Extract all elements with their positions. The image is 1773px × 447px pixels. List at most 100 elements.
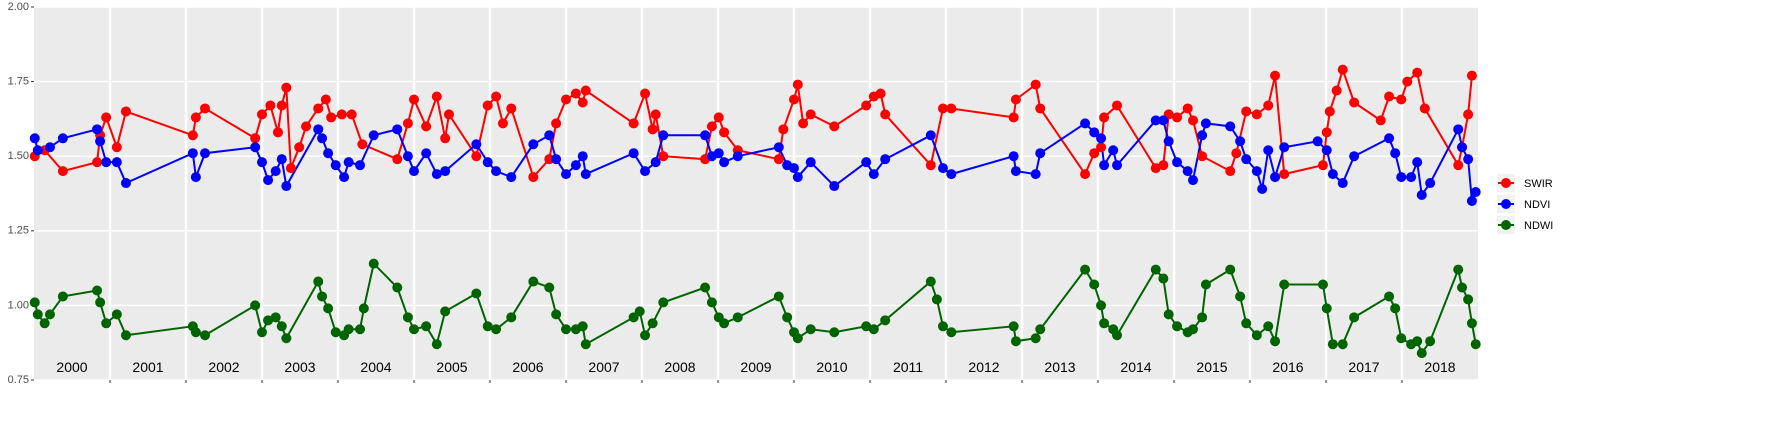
point — [1035, 148, 1046, 159]
point — [544, 282, 555, 293]
point — [471, 151, 482, 162]
point — [111, 142, 122, 153]
point — [868, 169, 879, 180]
point — [1096, 142, 1107, 153]
year-label: 2002 — [208, 359, 239, 375]
point — [925, 160, 936, 171]
point — [263, 175, 274, 186]
point — [431, 91, 442, 102]
point — [1080, 169, 1091, 180]
point — [1099, 318, 1110, 329]
point — [1163, 136, 1174, 147]
point — [580, 169, 591, 180]
point — [544, 154, 555, 165]
point — [1279, 279, 1290, 290]
point — [580, 339, 591, 350]
point — [1172, 321, 1183, 332]
year-label: 2009 — [740, 359, 771, 375]
point — [187, 130, 198, 141]
point — [339, 172, 350, 183]
point — [392, 124, 403, 135]
point — [326, 112, 337, 123]
point — [95, 136, 106, 147]
point — [719, 127, 730, 138]
point — [250, 142, 261, 153]
point — [880, 154, 891, 165]
point — [1099, 112, 1110, 123]
year-label: 2004 — [360, 359, 391, 375]
point — [343, 324, 354, 335]
point — [301, 121, 312, 132]
point — [250, 133, 261, 144]
point — [443, 109, 454, 120]
year-label: 2010 — [816, 359, 847, 375]
point — [200, 103, 210, 114]
point — [798, 118, 809, 129]
point — [1197, 312, 1208, 323]
point — [713, 112, 724, 123]
point — [1416, 348, 1427, 359]
point — [1030, 79, 1041, 90]
point — [1453, 264, 1464, 275]
point — [719, 157, 730, 168]
point — [276, 154, 287, 165]
point — [1188, 115, 1198, 126]
point — [1327, 169, 1338, 180]
point — [392, 282, 403, 293]
point — [44, 309, 55, 320]
point — [506, 312, 517, 323]
point — [805, 109, 816, 120]
point — [1010, 336, 1021, 347]
point — [257, 157, 267, 168]
point — [330, 327, 341, 338]
point — [700, 130, 711, 141]
point — [281, 82, 292, 93]
point — [317, 133, 328, 144]
point — [1188, 175, 1198, 186]
point — [861, 100, 872, 111]
point — [561, 324, 571, 335]
point — [1416, 189, 1427, 200]
point — [1466, 318, 1477, 329]
point — [358, 303, 369, 314]
point — [431, 169, 442, 180]
point — [1317, 279, 1328, 290]
y-tick-label: 2.00 — [8, 1, 29, 13]
point — [482, 100, 493, 111]
point — [1396, 172, 1407, 183]
point — [1412, 157, 1423, 168]
point — [270, 312, 281, 323]
point — [368, 130, 379, 141]
point — [1263, 145, 1274, 156]
point — [1225, 121, 1236, 132]
point — [551, 309, 562, 320]
point — [1089, 148, 1100, 159]
point — [1235, 136, 1246, 147]
point — [628, 118, 639, 129]
point — [706, 297, 717, 308]
legend-label: NDVI — [1524, 199, 1550, 211]
legend-label: SWIR — [1524, 178, 1553, 190]
point — [29, 133, 40, 144]
point — [421, 121, 432, 132]
point — [861, 157, 872, 168]
point — [491, 324, 502, 335]
point — [1197, 130, 1208, 141]
point — [937, 321, 948, 332]
point — [402, 312, 413, 323]
year-label: 2000 — [56, 359, 87, 375]
point — [1035, 324, 1046, 335]
y-tick-label: 1.75 — [8, 76, 29, 88]
point — [1470, 187, 1481, 198]
point — [402, 151, 413, 162]
year-label: 2013 — [1044, 359, 1075, 375]
point — [1390, 148, 1401, 159]
point — [39, 318, 50, 329]
point — [647, 124, 658, 135]
point — [1035, 103, 1046, 114]
point — [880, 315, 891, 326]
point — [1231, 148, 1242, 159]
point — [1463, 154, 1474, 165]
point — [120, 106, 131, 117]
